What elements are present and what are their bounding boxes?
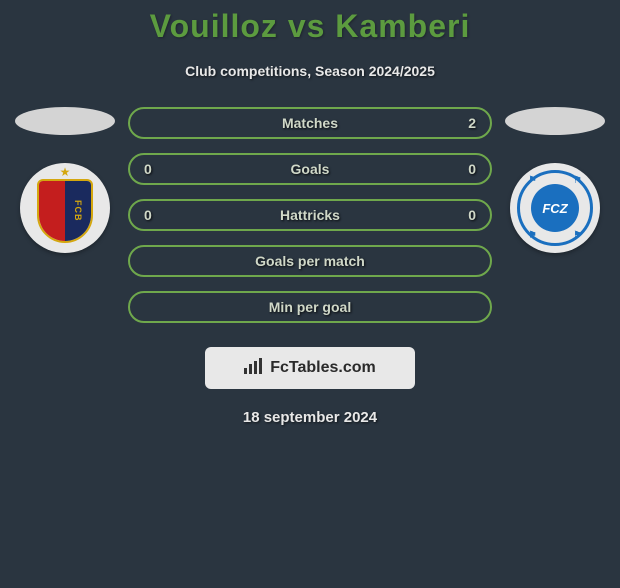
club-badge-fcz: ⚑ ⚑ ⚑ ⚑ FCZ <box>510 163 600 253</box>
stat-left-value: 0 <box>144 207 164 223</box>
fctables-brand: FcTables.com <box>205 347 415 389</box>
stat-label: Goals <box>291 161 330 177</box>
fcz-inner-circle: FCZ <box>531 184 579 232</box>
stat-label: Min per goal <box>269 299 351 315</box>
fcz-text: FCZ <box>542 201 567 216</box>
competition-subtitle: Club competitions, Season 2024/2025 <box>0 63 620 79</box>
snapshot-date: 18 september 2024 <box>0 409 620 426</box>
chart-icon <box>244 358 264 379</box>
basel-shield: FCB <box>37 179 93 243</box>
fcz-outer-ring: ⚑ ⚑ ⚑ ⚑ FCZ <box>517 170 593 246</box>
basel-shield-left <box>39 181 65 241</box>
club-badge-basel: ★ FCB <box>20 163 110 253</box>
lion-icon: ⚑ <box>528 175 537 186</box>
stat-label: Matches <box>282 115 338 131</box>
comparison-title: Vouilloz vs Kamberi <box>0 8 620 45</box>
stat-label: Goals per match <box>255 253 365 269</box>
stat-right-value: 2 <box>456 115 476 131</box>
lion-icon: ⚑ <box>573 230 582 241</box>
basel-shield-right: FCB <box>65 181 91 241</box>
stat-row-goals-per-match: Goals per match <box>128 245 492 277</box>
stat-label: Hattricks <box>280 207 340 223</box>
right-player-column: ⚑ ⚑ ⚑ ⚑ FCZ <box>500 107 610 253</box>
stat-right-value: 0 <box>456 207 476 223</box>
left-player-column: ★ FCB <box>10 107 120 253</box>
comparison-content: ★ FCB Matches 2 0 Goals 0 0 Hattricks 0 <box>0 107 620 337</box>
player-photo-placeholder-right <box>505 107 605 135</box>
stat-right-value: 0 <box>456 161 476 177</box>
lion-icon: ⚑ <box>528 230 537 241</box>
stat-row-min-per-goal: Min per goal <box>128 291 492 323</box>
basel-shield-text: FCB <box>73 200 83 222</box>
stats-column: Matches 2 0 Goals 0 0 Hattricks 0 Goals … <box>120 107 500 337</box>
lion-icon: ⚑ <box>573 175 582 186</box>
fctables-text: FcTables.com <box>270 359 376 377</box>
stat-row-goals: 0 Goals 0 <box>128 153 492 185</box>
stat-row-hattricks: 0 Hattricks 0 <box>128 199 492 231</box>
stat-row-matches: Matches 2 <box>128 107 492 139</box>
player-photo-placeholder-left <box>15 107 115 135</box>
star-icon: ★ <box>60 165 71 179</box>
stat-left-value: 0 <box>144 161 164 177</box>
